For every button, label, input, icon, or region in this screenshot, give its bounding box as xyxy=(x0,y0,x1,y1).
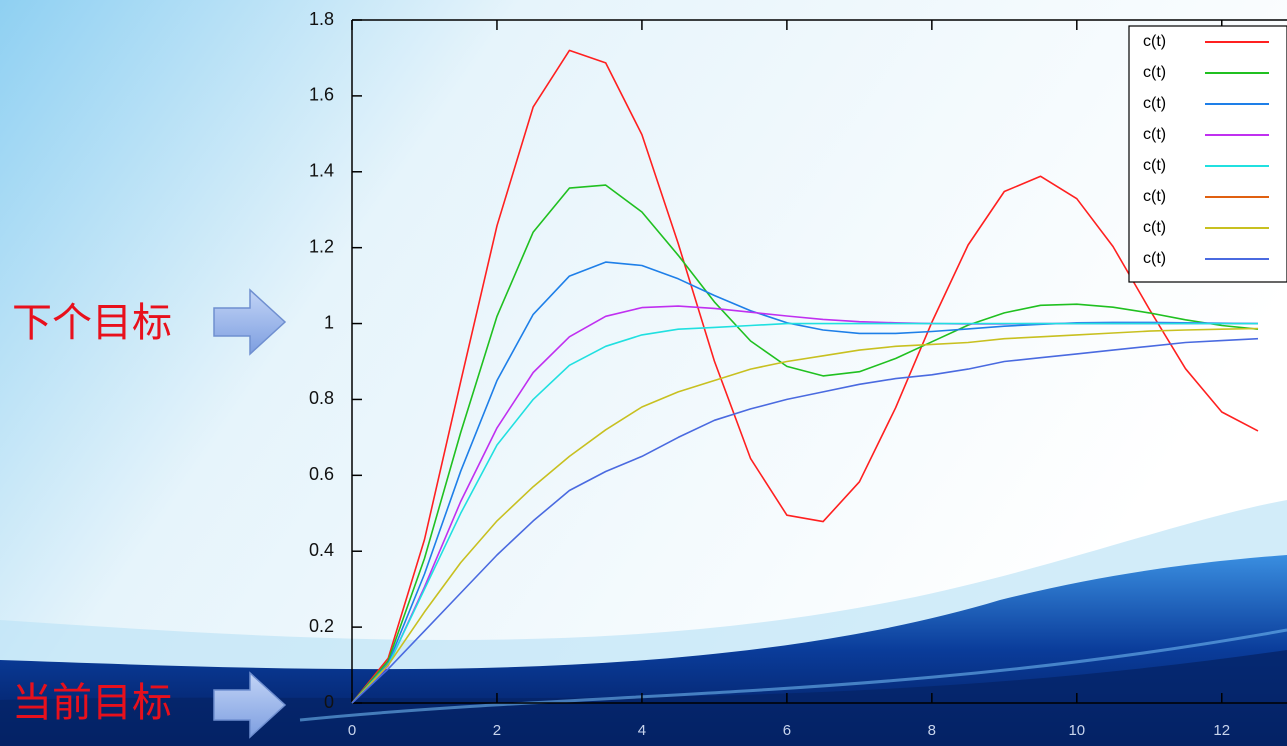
series-line xyxy=(351,49,1259,704)
legend-label: c(t) xyxy=(1143,219,1166,236)
arrow xyxy=(213,671,287,739)
series-line xyxy=(351,327,1259,704)
series-line xyxy=(351,261,1259,704)
x-tick-label: 6 xyxy=(783,722,791,739)
plot: 0 0.2 0.4 0.6 0.8 1 1.2 1.4 1.6 1.8 0 2 4 6 8 10 12 c(t) c… xyxy=(309,9,1287,739)
y-tick-label: 1.8 xyxy=(309,9,334,29)
annotation: 下个目标 xyxy=(12,300,172,346)
y-tick-label: 0 xyxy=(324,692,334,712)
series-line xyxy=(351,184,1259,704)
legend-label: c(t) xyxy=(1143,64,1166,81)
legend-box xyxy=(1128,25,1287,283)
y-tick-label: 0.2 xyxy=(309,616,334,636)
y-tick-label: 1.6 xyxy=(309,85,334,105)
y-tick-label: 0.8 xyxy=(309,388,334,408)
series-line xyxy=(351,322,1258,704)
arrow xyxy=(213,288,287,356)
x-tick-label: 2 xyxy=(493,722,501,739)
legend-label: c(t) xyxy=(1143,33,1166,50)
annotation: 当前目标 xyxy=(12,680,172,726)
x-tick-label: 12 xyxy=(1213,722,1230,739)
x-tick-label: 10 xyxy=(1068,722,1085,739)
x-tick-label: 0 xyxy=(348,722,356,739)
legend-label: c(t) xyxy=(1143,157,1166,174)
legend-label: c(t) xyxy=(1143,126,1166,143)
x-tick-label: 8 xyxy=(928,722,936,739)
legend-label: c(t) xyxy=(1143,250,1166,267)
y-tick-label: 0.6 xyxy=(309,464,334,484)
legend-label: c(t) xyxy=(1143,188,1166,205)
legend-label: c(t) xyxy=(1143,95,1166,112)
x-tick-label: 4 xyxy=(638,722,646,739)
y-tick-label: 1.4 xyxy=(309,161,334,181)
y-tick-label: 1.2 xyxy=(309,236,334,256)
plot-frame xyxy=(351,19,1287,704)
y-tick-label: 0.4 xyxy=(309,540,334,560)
y-tick-label: 1 xyxy=(324,312,334,332)
wave-highlight xyxy=(299,628,1287,722)
series-line xyxy=(351,337,1259,704)
